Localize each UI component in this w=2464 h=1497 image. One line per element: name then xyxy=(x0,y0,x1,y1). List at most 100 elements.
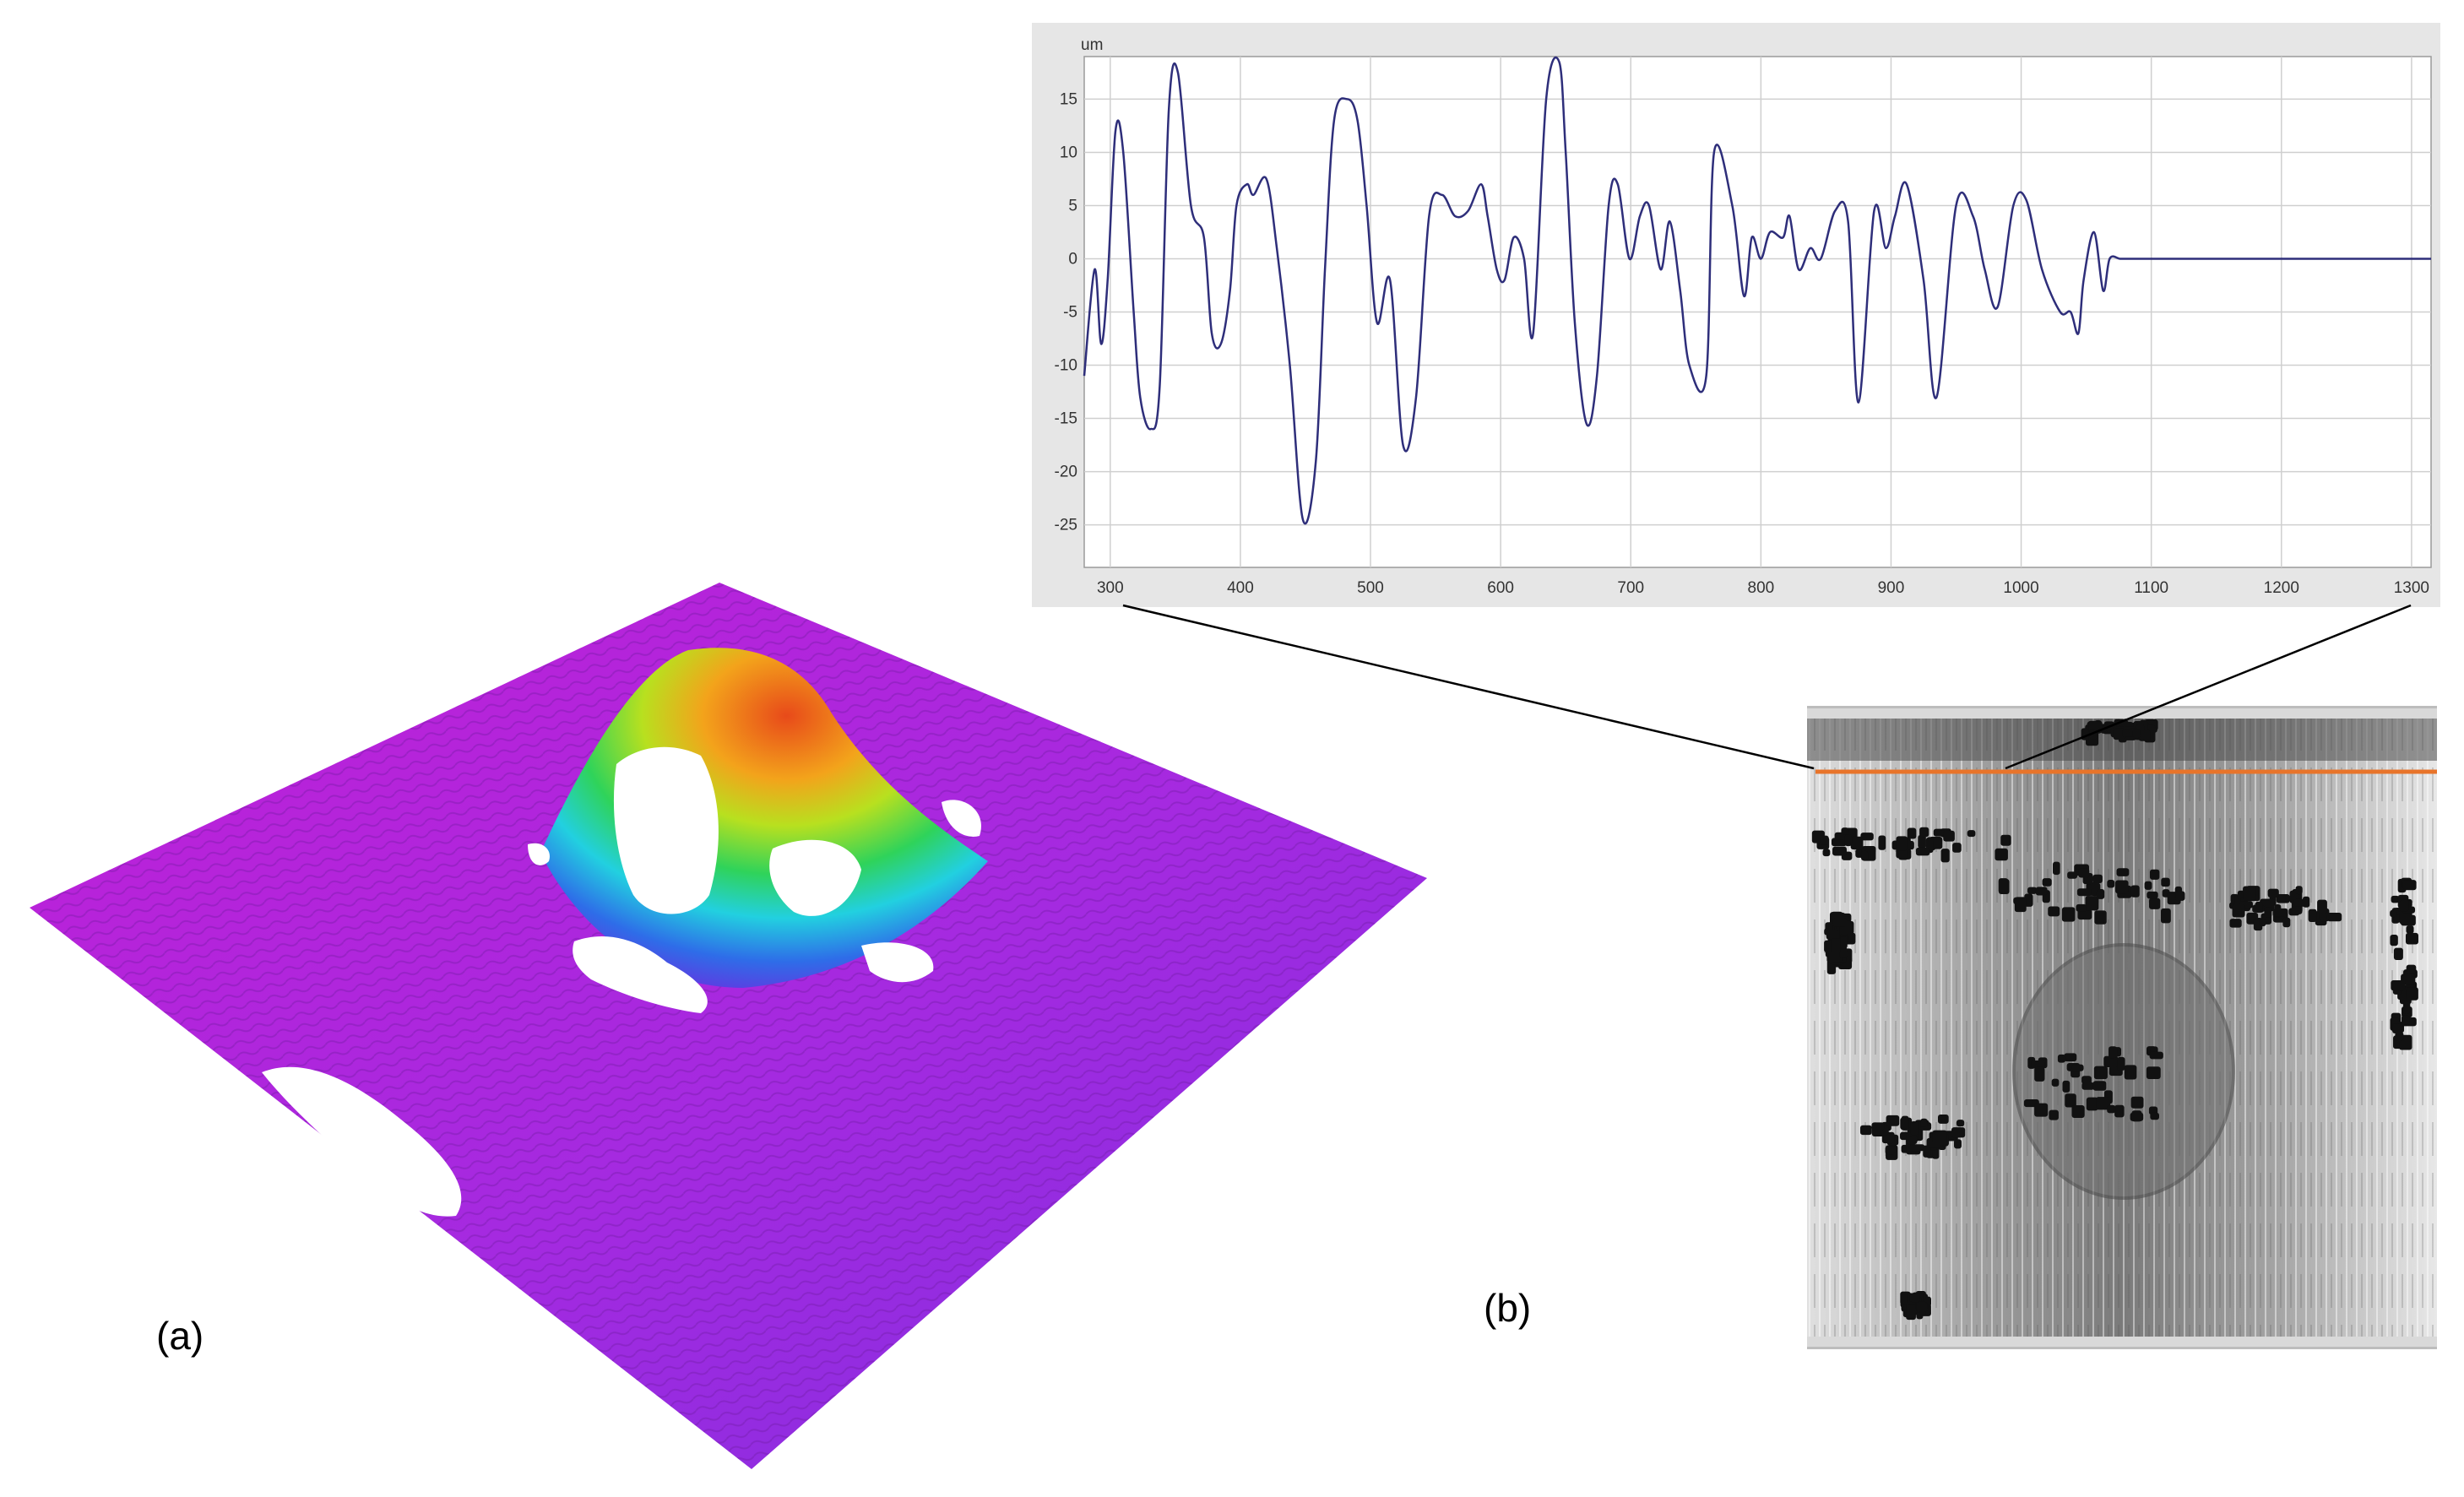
micrograph-speck xyxy=(2114,1104,2125,1118)
micrograph-speck xyxy=(1920,1118,1928,1127)
micrograph-speck xyxy=(2276,894,2290,903)
profile-chart-panel: 300 400 500 600 700 800 900 1000 1100 1200 1300 15 1… xyxy=(1032,23,2440,607)
micrograph-speck xyxy=(2089,729,2098,740)
micrograph-speck xyxy=(2293,898,2308,907)
micrograph-speck xyxy=(2399,899,2409,912)
micrograph-image xyxy=(1807,706,2437,1349)
micrograph-speck xyxy=(2027,887,2038,894)
micrograph-speck xyxy=(2243,886,2256,901)
micrograph-speck xyxy=(1956,1120,1965,1127)
micrograph-speck xyxy=(1951,1127,1966,1138)
micrograph-speck xyxy=(2391,895,2400,903)
micrograph-speck xyxy=(1828,952,1843,963)
micrograph-speck xyxy=(2081,1076,2092,1084)
micrograph-speck xyxy=(2160,908,2171,924)
y-tick-label: -25 xyxy=(1055,517,1077,534)
micrograph-speck xyxy=(1954,1139,1962,1149)
micrograph-speck xyxy=(2096,889,2105,899)
micrograph-speck xyxy=(2393,947,2403,961)
micrograph-speck xyxy=(1933,828,1944,837)
x-tick-label: 300 xyxy=(1097,579,1124,597)
micrograph-speck xyxy=(2131,1110,2142,1122)
micrograph-texture xyxy=(1807,719,2437,1337)
x-tick-label: 800 xyxy=(1748,579,1775,597)
y-tick-label: 15 xyxy=(1060,90,1077,108)
grid xyxy=(1084,57,2431,567)
micrograph-speck xyxy=(1940,849,1950,863)
micrograph-speck xyxy=(2051,1078,2060,1087)
x-tick-label: 400 xyxy=(1227,579,1254,597)
axis-ticks: 300 400 500 600 700 800 900 1000 1100 1200 1300 15 1… xyxy=(1055,90,2429,597)
micrograph-speck xyxy=(1826,930,1840,940)
micrograph-speck xyxy=(2042,878,2052,887)
x-tick-label: 1200 xyxy=(2264,579,2299,597)
profile-series-line xyxy=(1083,56,2431,525)
micrograph-speck xyxy=(1878,835,1886,850)
micrograph-speck xyxy=(1820,835,1829,845)
micrograph-speck xyxy=(2255,901,2263,913)
micrograph-speck xyxy=(1831,838,1847,847)
micrograph-speck xyxy=(2402,1001,2411,1014)
micrograph-speck xyxy=(2093,1066,2108,1080)
micrograph-speck xyxy=(2067,871,2078,879)
x-tick-label: 600 xyxy=(1487,579,1514,597)
micrograph-speck xyxy=(2071,1104,2085,1119)
micrograph-speck xyxy=(2144,881,2152,890)
surface-floor xyxy=(30,583,1427,1469)
micrograph-speck xyxy=(2031,1060,2045,1069)
micrograph-speck xyxy=(2086,1097,2098,1111)
micrograph-speck xyxy=(1832,918,1847,927)
micrograph-speck xyxy=(2149,898,2161,909)
micrograph-speck xyxy=(1907,827,1917,839)
y-tick-label: -15 xyxy=(1055,410,1077,428)
x-tick-label: 1100 xyxy=(2134,579,2168,597)
micrograph-speck xyxy=(2107,1104,2116,1114)
micrograph-speck xyxy=(2092,874,2103,884)
micrograph-speck xyxy=(2071,1064,2084,1071)
micrograph-speck xyxy=(1918,834,1926,849)
micrograph-speck xyxy=(2264,907,2272,918)
micrograph-speck xyxy=(1885,1146,1897,1155)
micrograph-speck xyxy=(2402,880,2417,891)
micrograph-speck xyxy=(2317,899,2327,914)
indent-crater xyxy=(2012,943,2235,1200)
micrograph-speck xyxy=(2103,1055,2119,1068)
panel-label-b: (b) xyxy=(1484,1286,1532,1330)
x-tick-label: 700 xyxy=(1617,579,1644,597)
micrograph-speck xyxy=(1871,1122,1885,1131)
micrograph-speck xyxy=(2272,909,2287,917)
micrograph-speck xyxy=(2232,904,2245,918)
micrograph-speck xyxy=(1909,1293,1920,1303)
micrograph-speck xyxy=(1861,850,1869,861)
y-tick-label: -10 xyxy=(1055,357,1077,375)
micrograph-speck xyxy=(2406,925,2414,934)
micrograph-speck xyxy=(2150,1112,2159,1120)
micrograph-speck xyxy=(1839,949,1848,958)
series-layer xyxy=(1083,56,2431,525)
micrograph-speck xyxy=(2406,987,2418,1001)
micrograph-speck xyxy=(2175,891,2185,901)
micrograph-speck xyxy=(1967,830,1976,838)
micrograph-speck xyxy=(2282,917,2291,928)
micrograph-speck xyxy=(1822,849,1831,857)
micrograph-speck xyxy=(2081,728,2089,740)
micrograph-speck xyxy=(1995,848,2008,861)
micrograph-speck xyxy=(2034,1066,2045,1082)
micrograph-speck xyxy=(2132,729,2141,739)
micrograph-speck xyxy=(2103,721,2114,730)
micrograph-speck xyxy=(1831,938,1841,952)
missing-data-regions xyxy=(262,746,981,1217)
micrograph-speck xyxy=(2035,887,2048,896)
micrograph-speck xyxy=(1832,846,1847,856)
panel-label-a: (a) xyxy=(156,1314,204,1358)
micrograph-speck xyxy=(2124,1065,2137,1080)
micrograph-speck xyxy=(2130,1096,2144,1109)
micrograph-speck xyxy=(2308,909,2317,923)
micrograph-speck xyxy=(2401,1015,2410,1025)
micrograph-speck xyxy=(2161,877,2170,887)
micrograph-speck xyxy=(2406,964,2417,974)
micrograph-speck xyxy=(2107,880,2115,888)
micrograph-speck xyxy=(2014,897,2027,913)
micrograph-speck xyxy=(1998,878,2009,893)
